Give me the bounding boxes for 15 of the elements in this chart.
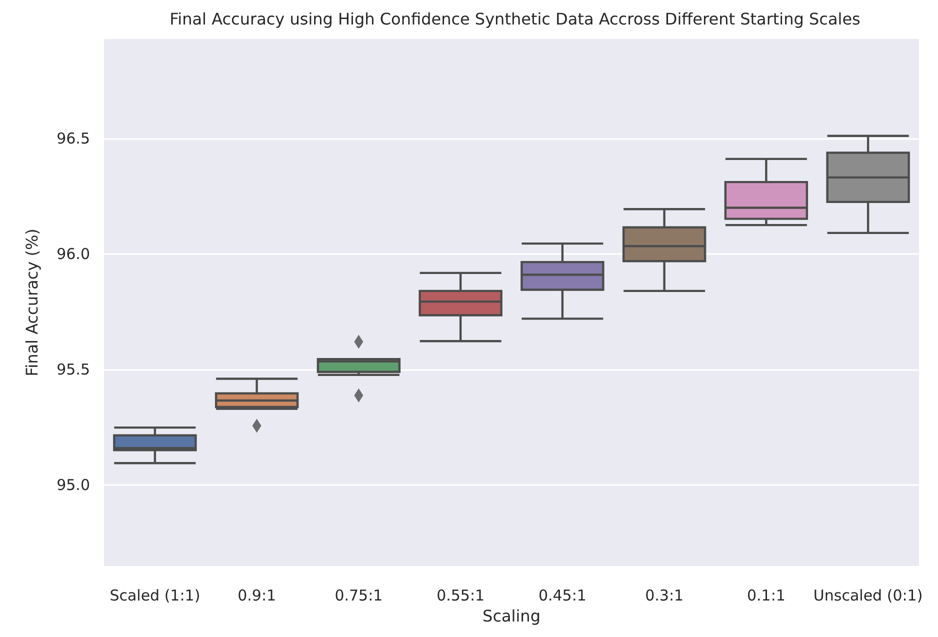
x-tick-label: 0.45:1 <box>538 586 586 604</box>
x-tick-label: Scaled (1:1) <box>110 586 200 604</box>
y-axis-title: Final Accuracy (%) <box>22 228 42 376</box>
x-tick-label: 0.55:1 <box>436 586 485 604</box>
x-axis-title: Scaling <box>482 606 540 626</box>
chart-title: Final Accuracy using High Confidence Synthetic Data Accross Different Starting Scales <box>170 10 860 28</box>
x-tick-label: 0.3:1 <box>645 586 684 604</box>
y-tick-label: 95.5 <box>56 360 90 379</box>
y-tick-label: 96.0 <box>56 244 90 263</box>
x-tick-label: 0.75:1 <box>334 586 383 604</box>
y-tick-label: 95.0 <box>56 476 90 494</box>
y-tick-label: 96.5 <box>56 129 90 148</box>
x-tick-label: Unscaled (0:1) <box>813 586 923 604</box>
x-tick-label: 0.1:1 <box>746 586 786 604</box>
x-tick-label: 0.9:1 <box>238 586 276 604</box>
